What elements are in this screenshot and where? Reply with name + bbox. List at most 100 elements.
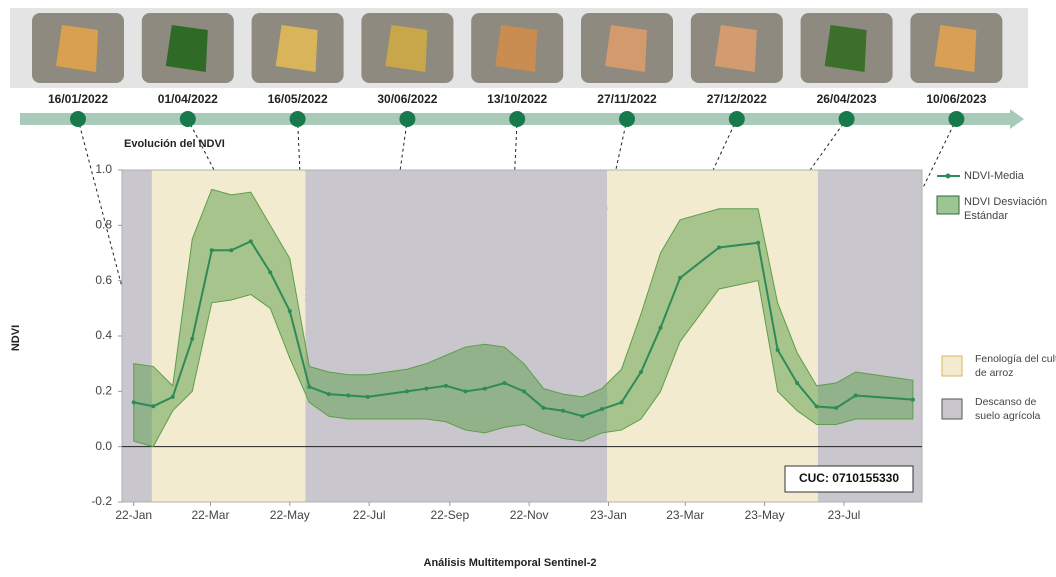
period [305, 170, 608, 502]
mean-point [482, 386, 487, 391]
mean-point [248, 239, 253, 244]
mean-point [443, 383, 448, 388]
mean-point [600, 407, 604, 412]
mean-point [404, 389, 409, 394]
timeline-dot [948, 111, 965, 127]
thumbnail-field [385, 25, 428, 72]
timeline-dot [289, 111, 306, 127]
timeline-dot [619, 111, 635, 127]
y-tick-label: 0.4 [95, 328, 112, 342]
legend-label: NDVI-Media [964, 170, 1025, 182]
thumbnail-date: 13/10/2022 [487, 92, 547, 106]
legend-swatch [941, 355, 963, 377]
mean-point [853, 393, 858, 398]
mean-point [229, 248, 234, 253]
annotation-box [784, 465, 914, 493]
thumbnail-date: 16/05/2022 [268, 92, 328, 106]
mean-point [521, 389, 526, 394]
mean-point [131, 400, 136, 405]
legend-label: NDVI Desviación Estándar [964, 196, 1047, 222]
mean-point [910, 397, 915, 402]
thumbnail-field [165, 25, 208, 72]
mean-point [658, 325, 663, 330]
timeline-dot [509, 111, 526, 127]
mean-point [775, 347, 780, 352]
mean-point [365, 394, 370, 399]
mean-point [814, 404, 819, 409]
x-tick-label: 23-Mar [666, 508, 704, 522]
thumbnail-field [495, 25, 538, 72]
thumbnail-date: 01/04/2022 [158, 92, 218, 106]
mean-point [834, 405, 839, 410]
x-axis-label: Análisis Multitemporal Sentinel-2 [424, 557, 597, 569]
timeline-dot [838, 111, 855, 127]
x-tick-label: 22-Sep [430, 508, 469, 522]
period [122, 170, 152, 502]
x-tick-label: 22-Jul [353, 508, 386, 522]
x-tick-label: 22-May [270, 508, 310, 522]
y-tick-label: 1.0 [95, 162, 112, 176]
timeline-dot [728, 111, 745, 127]
annotation: CUC: 0710155330 [799, 471, 899, 485]
mean-point [326, 392, 331, 397]
mean-point [424, 386, 429, 391]
thumbnail-date: 16/01/2022 [48, 92, 108, 106]
legend-swatch [941, 398, 963, 420]
timeline-dot [179, 111, 196, 127]
mean-point [619, 400, 624, 405]
legend-marker [945, 173, 951, 179]
x-tick-label: 22-Jan [115, 508, 152, 522]
mean-point [502, 381, 507, 386]
thumbnail-date: 10/06/2023 [926, 92, 986, 106]
legend-swatch [936, 195, 960, 215]
mean-point [170, 394, 175, 399]
y-tick-label: 0.0 [95, 439, 112, 453]
y-tick-label: -0.2 [91, 494, 112, 508]
x-tick-label: 23-Jan [590, 508, 627, 522]
thumbnail-field [934, 25, 977, 72]
mean-point [717, 245, 722, 250]
mean-point [151, 404, 156, 409]
mean-point [287, 309, 292, 314]
timeline-dot [399, 111, 416, 127]
mean-point [190, 336, 195, 341]
timeline-dot [70, 111, 86, 127]
mean-point [639, 369, 644, 374]
mean-point [268, 270, 273, 275]
thumbnail-field [275, 25, 318, 72]
x-tick-label: 22-Mar [191, 508, 229, 522]
x-tick-label: 23-May [745, 508, 785, 522]
chart-title: Evolución del NDVI [124, 138, 225, 150]
mean-point [560, 408, 565, 413]
x-tick-label: 23-Jul [828, 508, 861, 522]
mean-point [580, 414, 585, 419]
legend-label: Descanso de suelo agrícola [975, 396, 1041, 422]
y-tick-label: 0.2 [95, 384, 112, 398]
thumbnail-date: 27/11/2022 [597, 92, 657, 106]
thumbnail-field [56, 25, 98, 72]
mean-point [541, 405, 546, 410]
thumbnail-field [714, 25, 757, 72]
thumbnail-date: 30/06/2022 [377, 92, 437, 106]
thumbnail-field [605, 25, 647, 72]
x-tick-label: 22-Nov [510, 508, 549, 522]
mean-point [756, 240, 761, 245]
mean-point [307, 384, 312, 389]
mean-point [209, 248, 214, 253]
y-axis-label: NDVI [10, 325, 22, 351]
thumbnail-field [824, 25, 867, 72]
timeline-arrow [1010, 109, 1024, 129]
y-tick-label: 0.8 [95, 218, 112, 232]
period [817, 170, 922, 502]
legend-label: Fenología del cultivode arroz [975, 353, 1056, 379]
mean-point [346, 393, 351, 398]
top: 16/01/20220,14601/04/20220,74216/05/2022… [32, 13, 1003, 433]
thumbnail-date: 26/04/2023 [817, 92, 877, 106]
mean-point [463, 389, 468, 394]
thumbnail-date: 27/12/2022 [707, 92, 767, 106]
mean-point [795, 381, 800, 386]
mean-line [133, 240, 913, 418]
std-band [133, 188, 914, 448]
y-tick-label: 0.6 [95, 273, 112, 287]
